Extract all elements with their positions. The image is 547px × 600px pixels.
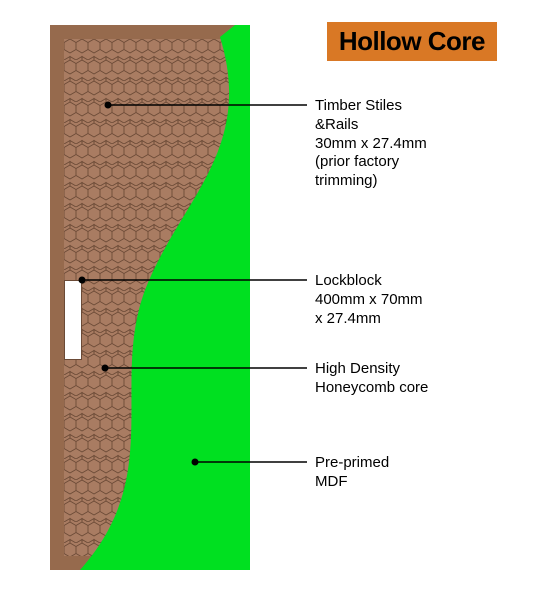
callout-text: trimming) [315, 172, 495, 191]
callout-text: &Rails [315, 116, 495, 135]
callout-text: 400mm x 70mm [315, 291, 495, 310]
callout-label-lockblock: Lockblock400mm x 70mmx 27.4mm [315, 272, 495, 328]
callout-text: Lockblock [315, 272, 495, 291]
callout-text: x 27.4mm [315, 310, 495, 329]
callout-text: Honeycomb core [315, 379, 495, 398]
title-badge: Hollow Core [327, 22, 497, 61]
door-cross-section [50, 25, 250, 570]
callout-text: 30mm x 27.4mm [315, 135, 495, 154]
callout-text: MDF [315, 473, 495, 492]
callout-text: Pre-primed [315, 454, 495, 473]
callout-text: (prior factory [315, 153, 495, 172]
callout-text: High Density [315, 360, 495, 379]
callout-label-honeycomb: High DensityHoneycomb core [315, 360, 495, 398]
honeycomb-core-icon [64, 39, 236, 556]
lockblock-icon [64, 280, 82, 360]
callout-label-mdf: Pre-primedMDF [315, 454, 495, 492]
callout-label-timber-stiles: Timber Stiles&Rails30mm x 27.4mm(prior f… [315, 97, 495, 191]
callout-text: Timber Stiles [315, 97, 495, 116]
